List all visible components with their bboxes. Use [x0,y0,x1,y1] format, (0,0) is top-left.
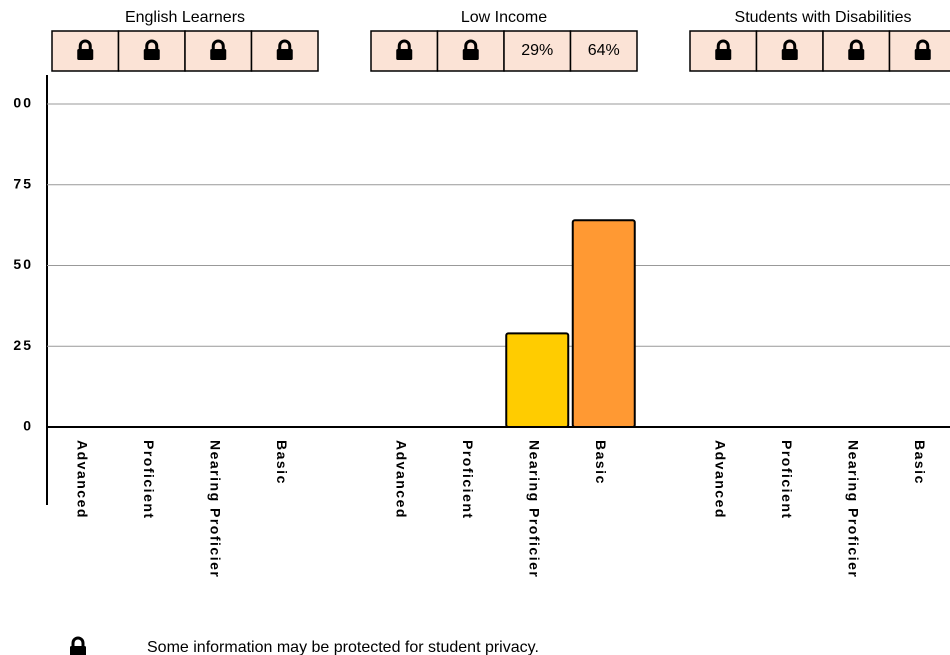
lock-icon [462,39,479,60]
value-label: 64% [588,42,620,59]
lock-icon [276,39,293,60]
lock-body [70,646,86,655]
x-tick-label: Nearing Proficier [527,440,543,578]
lock-body [715,49,732,60]
lock-shackle [716,39,730,50]
y-tick-label: 75 [13,175,33,191]
group-title: Students with Disabilities [735,9,912,26]
lock-shackle [71,636,85,647]
bar [571,219,636,428]
x-tick-label: Basic [912,440,928,485]
lock-shackle [278,39,292,50]
lock-body [276,49,293,60]
x-tick-label: Advanced [75,440,91,519]
x-tick-label: Proficient [779,440,795,520]
x-tick-label: Basic [593,440,609,485]
y-tick-label: 50 [13,256,33,272]
lock-body [914,49,931,60]
x-tick-label: Advanced [394,440,410,519]
lock-body [781,49,798,60]
footnote: Some information may be protected for st… [147,639,539,655]
lock-icon [848,39,865,60]
x-tick-label: Proficient [460,440,476,520]
lock-shackle [397,39,411,50]
x-tick-label: Nearing Proficier [846,440,862,578]
lock-body [143,49,160,60]
lock-shackle [849,39,863,50]
lock-shackle [783,39,797,50]
y-tick-label: 00 [13,95,33,111]
lock-icon [77,39,94,60]
x-tick-label: Proficient [141,440,157,520]
value-label: 29% [521,42,553,59]
y-tick-label: 25 [13,337,33,353]
lock-shackle [78,39,92,50]
group-title: Low Income [461,9,547,26]
lock-body [462,49,479,60]
y-tick-label: 0 [23,418,33,434]
x-tick-label: Basic [274,440,290,485]
header-cell [503,30,572,72]
lock-icon [781,39,798,60]
lock-shackle [211,39,225,50]
lock-icon [70,636,86,655]
x-tick-label: Advanced [713,440,729,519]
lock-icon [210,39,227,60]
lock-shackle [145,39,159,50]
lock-icon [396,39,413,60]
lock-body [210,49,227,60]
group-title: English Learners [125,9,245,26]
lock-shackle [464,39,478,50]
x-tick-label: Nearing Proficier [208,440,224,578]
header-cell [436,30,505,72]
lock-body [77,49,94,60]
lock-icon [914,39,931,60]
bar [505,332,570,428]
header-cell [569,30,638,72]
header-cell [51,30,120,72]
lock-icon [143,39,160,60]
lock-body [848,49,865,60]
lock-body [396,49,413,60]
lock-shackle [916,39,930,50]
lock-icon [715,39,732,60]
